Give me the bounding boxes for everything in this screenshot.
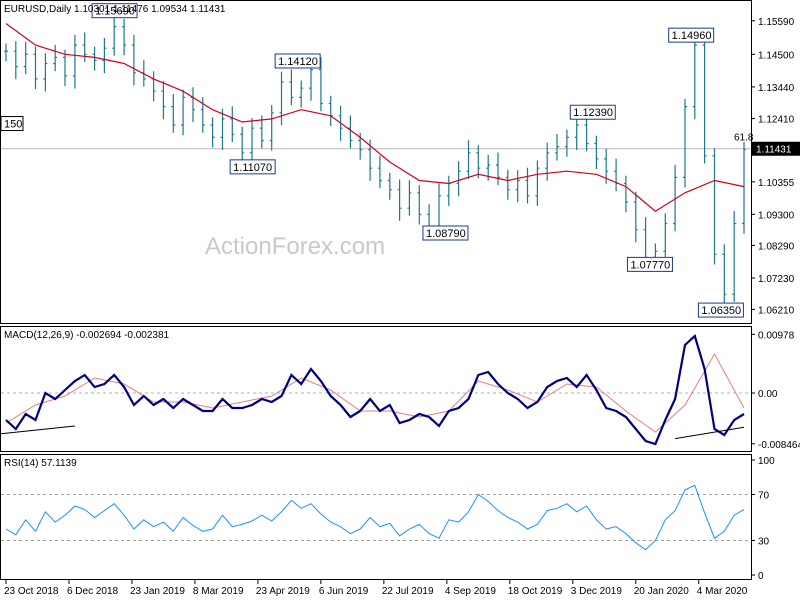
price-y-tick-label: 1.13440 <box>758 83 795 94</box>
x-tick-label: 20 Jan 2020 <box>634 586 689 597</box>
rsi-line <box>5 484 745 551</box>
rsi-layer: 100 70 30 0 <box>1 456 775 582</box>
price-y-tick-label: 1.12410 <box>758 115 795 126</box>
x-tick-label: 4 Sep 2019 <box>445 586 497 597</box>
macd-trendline <box>675 426 745 440</box>
macd-signal-line <box>5 352 745 433</box>
price-panel-frame <box>0 0 752 324</box>
macd-left-trendline <box>0 425 75 435</box>
x-tick-label: 6 Dec 2018 <box>67 586 119 597</box>
annotation-label: 1.14960 <box>672 30 712 42</box>
price-header: EURUSD,Daily 1.10301 1.11476 1.09534 1.1… <box>4 4 226 15</box>
annotation-box <box>626 256 673 272</box>
annotation-box <box>274 53 321 69</box>
annotation-label: 1.06350 <box>701 305 741 317</box>
rsi-y-tick-label: 100 <box>758 456 775 467</box>
macd-y-tick-label: 0.00 <box>758 389 778 400</box>
annotation-label: 1.14120 <box>278 56 318 68</box>
x-tick-label: 8 Mar 2019 <box>193 586 244 597</box>
rsi-panel-frame <box>0 454 752 580</box>
annotation-label: 1.11070 <box>233 162 272 174</box>
current-price-tag <box>752 141 800 156</box>
x-tick-label: 22 Jul 2019 <box>382 586 434 597</box>
annotation-box <box>697 302 744 318</box>
annotation-label: 1.15690 <box>95 6 135 18</box>
x-tick-label: 23 Oct 2018 <box>4 586 59 597</box>
x-tick-label: 23 Jan 2019 <box>130 586 185 597</box>
annotation-box <box>91 3 138 19</box>
annotation-label: 1.07770 <box>630 259 670 271</box>
rsi-y-tick-label: 0 <box>758 571 764 582</box>
current-price-tag-label: 1.11431 <box>756 145 792 156</box>
macd-header: MACD(12,26,9) -0.002694 -0.002381 <box>4 330 170 341</box>
annotation-box <box>668 27 715 43</box>
x-tick-label: 3 Dec 2019 <box>571 586 623 597</box>
price-y-tick-label: 1.06210 <box>758 305 795 316</box>
x-tick-label: 4 Mar 2020 <box>697 586 748 597</box>
left-edge-label: 150 <box>4 119 22 131</box>
x-tick-label: 6 Jun 2019 <box>319 586 369 597</box>
price-y-tick-label: 1.07230 <box>758 274 795 285</box>
watermark: ActionForex.com <box>205 233 385 260</box>
left-edge-label-box <box>0 116 24 132</box>
annotation-box <box>422 225 469 241</box>
rsi-y-tick-label: 70 <box>758 491 770 502</box>
annotation-label: 1.08790 <box>426 228 466 240</box>
price-y-tick-label: 1.09300 <box>758 210 795 221</box>
moving-average-line <box>5 23 745 212</box>
x-tick-label: 18 Oct 2019 <box>508 586 563 597</box>
price-y-tick-label: 1.15590 <box>758 17 795 28</box>
annotation-box <box>569 104 616 120</box>
price-y-tick-label: 1.08290 <box>758 241 795 252</box>
x-tick-label: 23 Apr 2019 <box>256 586 310 597</box>
annotation-label: 1.12390 <box>573 107 613 119</box>
price-y-tick-label: 1.14500 <box>758 50 795 61</box>
rsi-y-tick-label: 30 <box>758 537 770 548</box>
macd-y-tick-label: 0.00978 <box>758 330 795 341</box>
rsi-header: RSI(14) 57.1139 <box>4 458 77 469</box>
annotation-box <box>229 159 276 175</box>
time-axis-layer: 23 Oct 2018 6 Dec 2018 23 Jan 2019 8 Mar 20… <box>4 580 748 597</box>
macd-line <box>5 333 745 446</box>
price-layer: 1.15590 1.14500 1.13440 1.12410 1.10355 1.093… <box>0 3 800 318</box>
macd-layer: 0.00978 0.00 -0.008464 <box>0 330 800 451</box>
price-y-tick-label: 1.10355 <box>758 178 795 189</box>
fib-618-label: 61.8 <box>734 133 754 144</box>
macd-y-tick-label: -0.008464 <box>758 440 800 451</box>
